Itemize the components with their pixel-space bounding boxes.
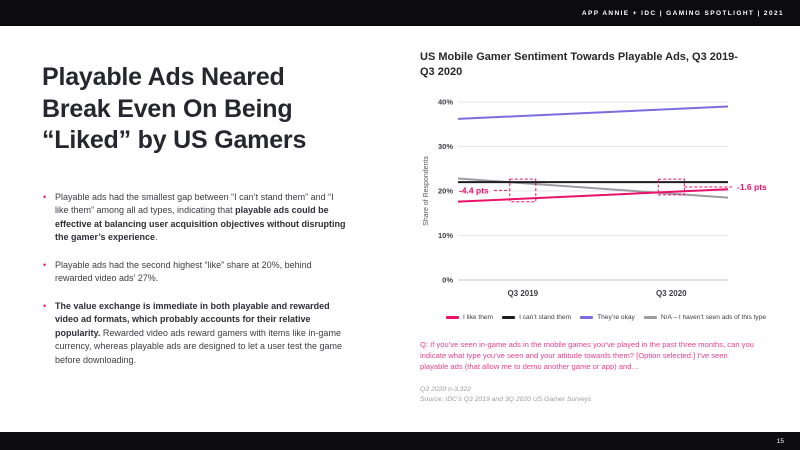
chart-legend: I like them I can’t stand them They’re o… <box>446 314 784 321</box>
sample-size-note: Q3 2020 n-3,322 <box>420 385 472 393</box>
y-tick-label: 0% <box>442 275 453 284</box>
bullet-text: Playable ads had the smallest gap betwee… <box>55 191 334 216</box>
right-column: US Mobile Gamer Sentiment Towards Playab… <box>362 26 800 432</box>
y-tick-label: 40% <box>438 97 453 106</box>
legend-item: They’re okay <box>580 314 635 321</box>
gap-annotation-box <box>657 178 685 196</box>
legend-label: N/A – I haven’t seen ads of this type <box>660 313 767 321</box>
series-line <box>457 187 729 203</box>
y-tick-label: 30% <box>438 142 453 151</box>
bullet-text: . <box>155 232 158 242</box>
bullet-item: The value exchange is immediate in both … <box>42 300 348 368</box>
bullet-text-bold: playable ads could be effective at balan… <box>55 205 346 242</box>
y-tick-label: 10% <box>438 231 453 240</box>
bullet-item: Playable ads had the second highest “lik… <box>42 259 348 286</box>
gap-annotation-label: -1.6 pts <box>737 182 767 192</box>
bullet-text: Playable ads had the second highest “lik… <box>55 259 312 284</box>
bullet-text: Rewarded video ads reward gamers with it… <box>55 327 342 365</box>
y-axis-label: Share of Respondents <box>423 155 430 225</box>
slide-content: Playable Ads Neared Break Even On Being … <box>0 26 800 432</box>
legend-item: I like them <box>446 314 493 321</box>
legend-item: N/A – I haven’t seen ads of this type <box>643 313 767 321</box>
page-title: Playable Ads Neared Break Even On Being … <box>42 63 307 154</box>
legend-item: I can’t stand them <box>502 314 571 321</box>
top-bar: APP ANNIE + IDC | GAMING SPOTLIGHT | 202… <box>0 0 800 26</box>
series-line <box>457 105 729 120</box>
source-text: Source: IDC’s Q3 2019 and 3Q 2020 US Gam… <box>420 396 592 404</box>
legend-swatch <box>580 315 594 319</box>
legend-swatch <box>643 315 657 319</box>
legend-swatch <box>446 315 459 319</box>
bullet-item: Playable ads had the smallest gap betwee… <box>42 191 348 245</box>
legend-label: I can’t stand them <box>519 313 572 321</box>
legend-label: I like them <box>463 313 494 321</box>
line-chart: 0% 10% 20% 30% 40% Share of Respondents Q3 201… <box>420 90 784 312</box>
top-bar-label: APP ANNIE + IDC | GAMING SPOTLIGHT | 202… <box>581 9 784 17</box>
page-number: 15 <box>776 437 784 445</box>
gap-annotation-label: -4.4 pts <box>459 185 489 195</box>
chart-title: US Mobile Gamer Sentiment Towards Playab… <box>420 51 738 78</box>
y-tick-label: 20% <box>438 186 453 195</box>
survey-question-text: Q: If you’ve seen in-game ads in the mob… <box>420 339 754 372</box>
bullet-text-bold: The value exchange is immediate in both … <box>55 300 330 338</box>
source-note: Q3 2020 n-3,322 Source: IDC’s Q3 2019 an… <box>420 385 756 406</box>
x-tick-label: Q3 2020 <box>656 289 687 298</box>
bottom-bar: 15 <box>0 432 800 450</box>
left-column: Playable Ads Neared Break Even On Being … <box>0 26 362 432</box>
chart-canvas: 0% 10% 20% 30% 40% Share of Respondents Q3 201… <box>423 97 767 298</box>
x-tick-label: Q3 2019 <box>507 289 538 298</box>
bullet-list: Playable ads had the smallest gap betwee… <box>42 191 348 368</box>
legend-swatch <box>502 315 516 319</box>
legend-label: They’re okay <box>597 313 635 321</box>
